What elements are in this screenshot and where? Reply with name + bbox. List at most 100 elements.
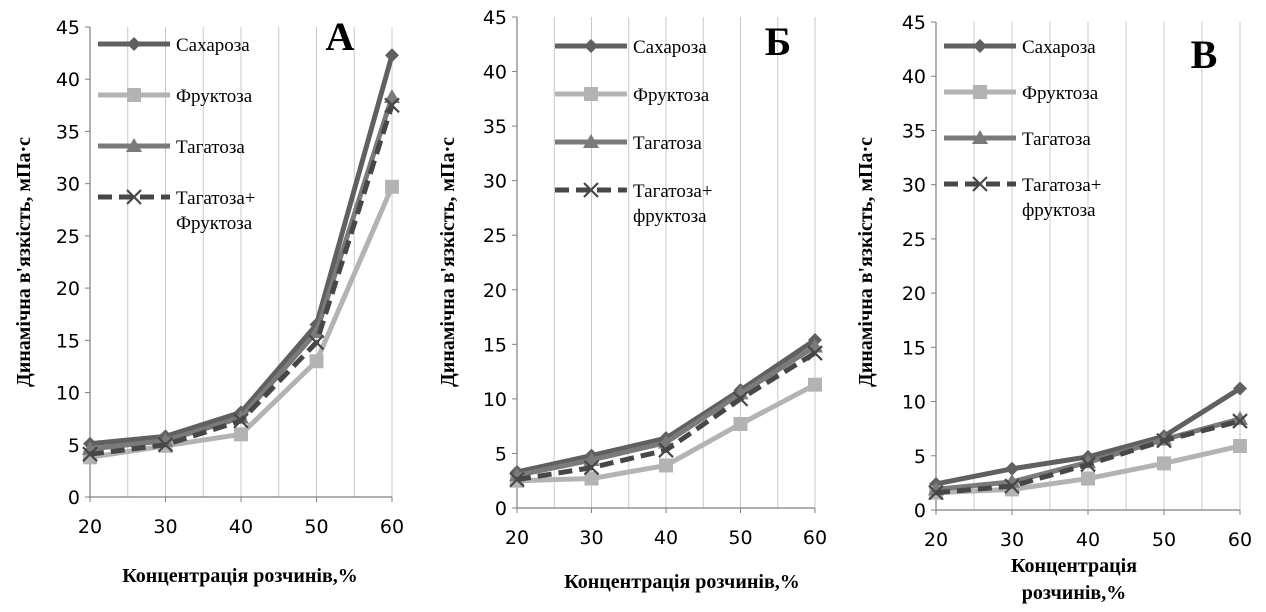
x-axis-label: Концентрація розчинів,% [564,571,800,593]
chart-panel-b: 0 5 10 15 20 25 30 35 40 45 20 30 40 50 60 Сахароза Фрук… [422,0,844,612]
legend-item: Фруктоза [944,83,1099,104]
chart-b-svg: 0 5 10 15 20 25 30 35 40 45 20 30 40 50 60 Сахароза Фрук… [437,7,827,593]
y-tick-label: 30 [902,175,926,197]
legend-item: Фруктоза [98,86,253,107]
legend-marker [127,37,141,51]
y-tick-label: 15 [483,334,507,356]
data-point [1232,413,1248,429]
legend-marker [127,88,141,102]
y-tick-label: 25 [902,229,926,251]
chart-a-svg: 0 5 10 15 20 25 30 35 40 45 20 30 40 50 60 Сахароза Фрук… [13,14,404,587]
legend-marker [972,130,988,144]
y-tick-label: 45 [483,7,507,29]
legend-marker [126,189,142,205]
x-tick-label: 60 [1228,529,1252,551]
x-tick-label: 60 [380,516,404,538]
panel-label-a: А [326,14,355,59]
legend-label: Тагатоза [633,133,702,154]
series-4 [509,345,823,488]
legend: Сахароза Фруктоза Тагатоза Тагатоза+ фруктоз… [944,37,1102,221]
y-tick-label: 30 [56,174,80,196]
legend-label: Сахароза [1022,37,1096,58]
y-tick-label: 40 [483,62,507,84]
data-point [1157,456,1171,471]
y-tick-label: 25 [483,225,507,247]
legend-item: Сахароза [944,37,1096,58]
y-axis-label: Динамічна в'язкість, мПа·с [437,137,459,387]
gridlines [127,27,393,497]
data-point [733,416,748,431]
legend-marker [973,39,987,53]
data-point [385,48,399,63]
legend-marker [973,85,987,99]
legend: Сахароза Фруктоза Тагатоза Тагатоза+ фруктоз… [555,37,713,227]
legend-marker [584,87,598,101]
data-point [308,323,325,338]
y-tick-label: 0 [495,498,507,520]
x-tick-label: 50 [1152,529,1176,551]
y-tick-label: 35 [483,116,507,138]
data-point [583,459,600,476]
data-point [308,334,325,351]
x-tick-label: 40 [229,516,253,538]
x-tick-label: 40 [1076,529,1100,551]
panel-label-c: В [1191,32,1218,77]
x-tick-label: 20 [78,516,102,538]
data-point [1232,410,1248,425]
x-tick-label: 30 [1000,529,1024,551]
data-point [157,436,174,453]
data-point [1233,439,1247,454]
chart-panel-a: 0 5 10 15 20 25 30 35 40 45 20 30 40 50 60 Сахароза Фрук… [0,0,422,612]
y-tick-label: 5 [495,443,507,465]
legend-label: Тагатоза+ фруктоза [633,181,713,227]
y-tick-label: 5 [68,435,80,457]
legend-label: Фруктоза [176,86,253,107]
data-point [1081,471,1095,486]
x-axis-label: Концентрація розчинів,% [1011,555,1137,604]
legend-label: Тагатоза+ Фруктоза [176,188,256,234]
legend-label: Сахароза [176,35,250,56]
y-tick-label: 0 [914,500,926,522]
y-tick-label: 20 [483,280,507,302]
legend: Сахароза Фруктоза Тагатоза Тагатоза+ Фруктоз… [98,35,256,234]
y-tick-label: 45 [56,17,80,39]
y-tick-label: 10 [902,392,926,414]
legend-item: Сахароза [555,37,707,58]
data-point [1005,461,1019,476]
chart-panel-c: 0 5 10 15 20 25 30 35 40 45 20 30 40 50 60 Сахароза Фрук… [844,0,1266,612]
legend-label: Фруктоза [633,85,710,106]
y-tick-label: 10 [483,389,507,411]
legend-item: Тагатоза+ фруктоза [944,175,1102,221]
data-point [732,391,749,407]
data-point [384,97,400,114]
data-point [658,442,674,458]
data-point [1004,478,1020,494]
legend-item: Фруктоза [555,85,710,106]
y-axis-label: Динамічна в'язкість, мПа·с [13,137,35,387]
y-tick-label: 15 [902,337,926,359]
data-point [384,88,400,103]
legend-label: Тагатоза [1022,129,1091,150]
y-tick-label: 45 [902,12,926,34]
data-point [807,345,823,361]
y-tick-label: 35 [56,121,80,143]
y-tick-label: 15 [56,330,80,352]
chart-c-svg: 0 5 10 15 20 25 30 35 40 45 20 30 40 50 60 Сахароза Фрук… [855,12,1252,604]
x-tick-label: 50 [304,516,328,538]
legend-label: Фруктоза [1022,83,1099,104]
data-point [1233,381,1247,396]
legend-item: Тагатоза+ фруктоза [555,181,713,227]
legend-marker [584,39,598,53]
legend-item: Тагатоза [98,137,245,158]
y-tick-label: 40 [902,66,926,88]
legend-item: Тагатоза [555,133,702,154]
legend-label: Тагатоза+ фруктоза [1022,175,1102,221]
data-point [509,471,525,488]
gridlines [973,22,1241,510]
x-tick-label: 20 [924,529,948,551]
data-point [309,354,324,369]
x-axis-label: Концентрація розчинів,% [122,565,358,587]
y-tick-label: 25 [56,226,80,248]
data-point [1080,456,1096,473]
data-point [385,179,399,194]
